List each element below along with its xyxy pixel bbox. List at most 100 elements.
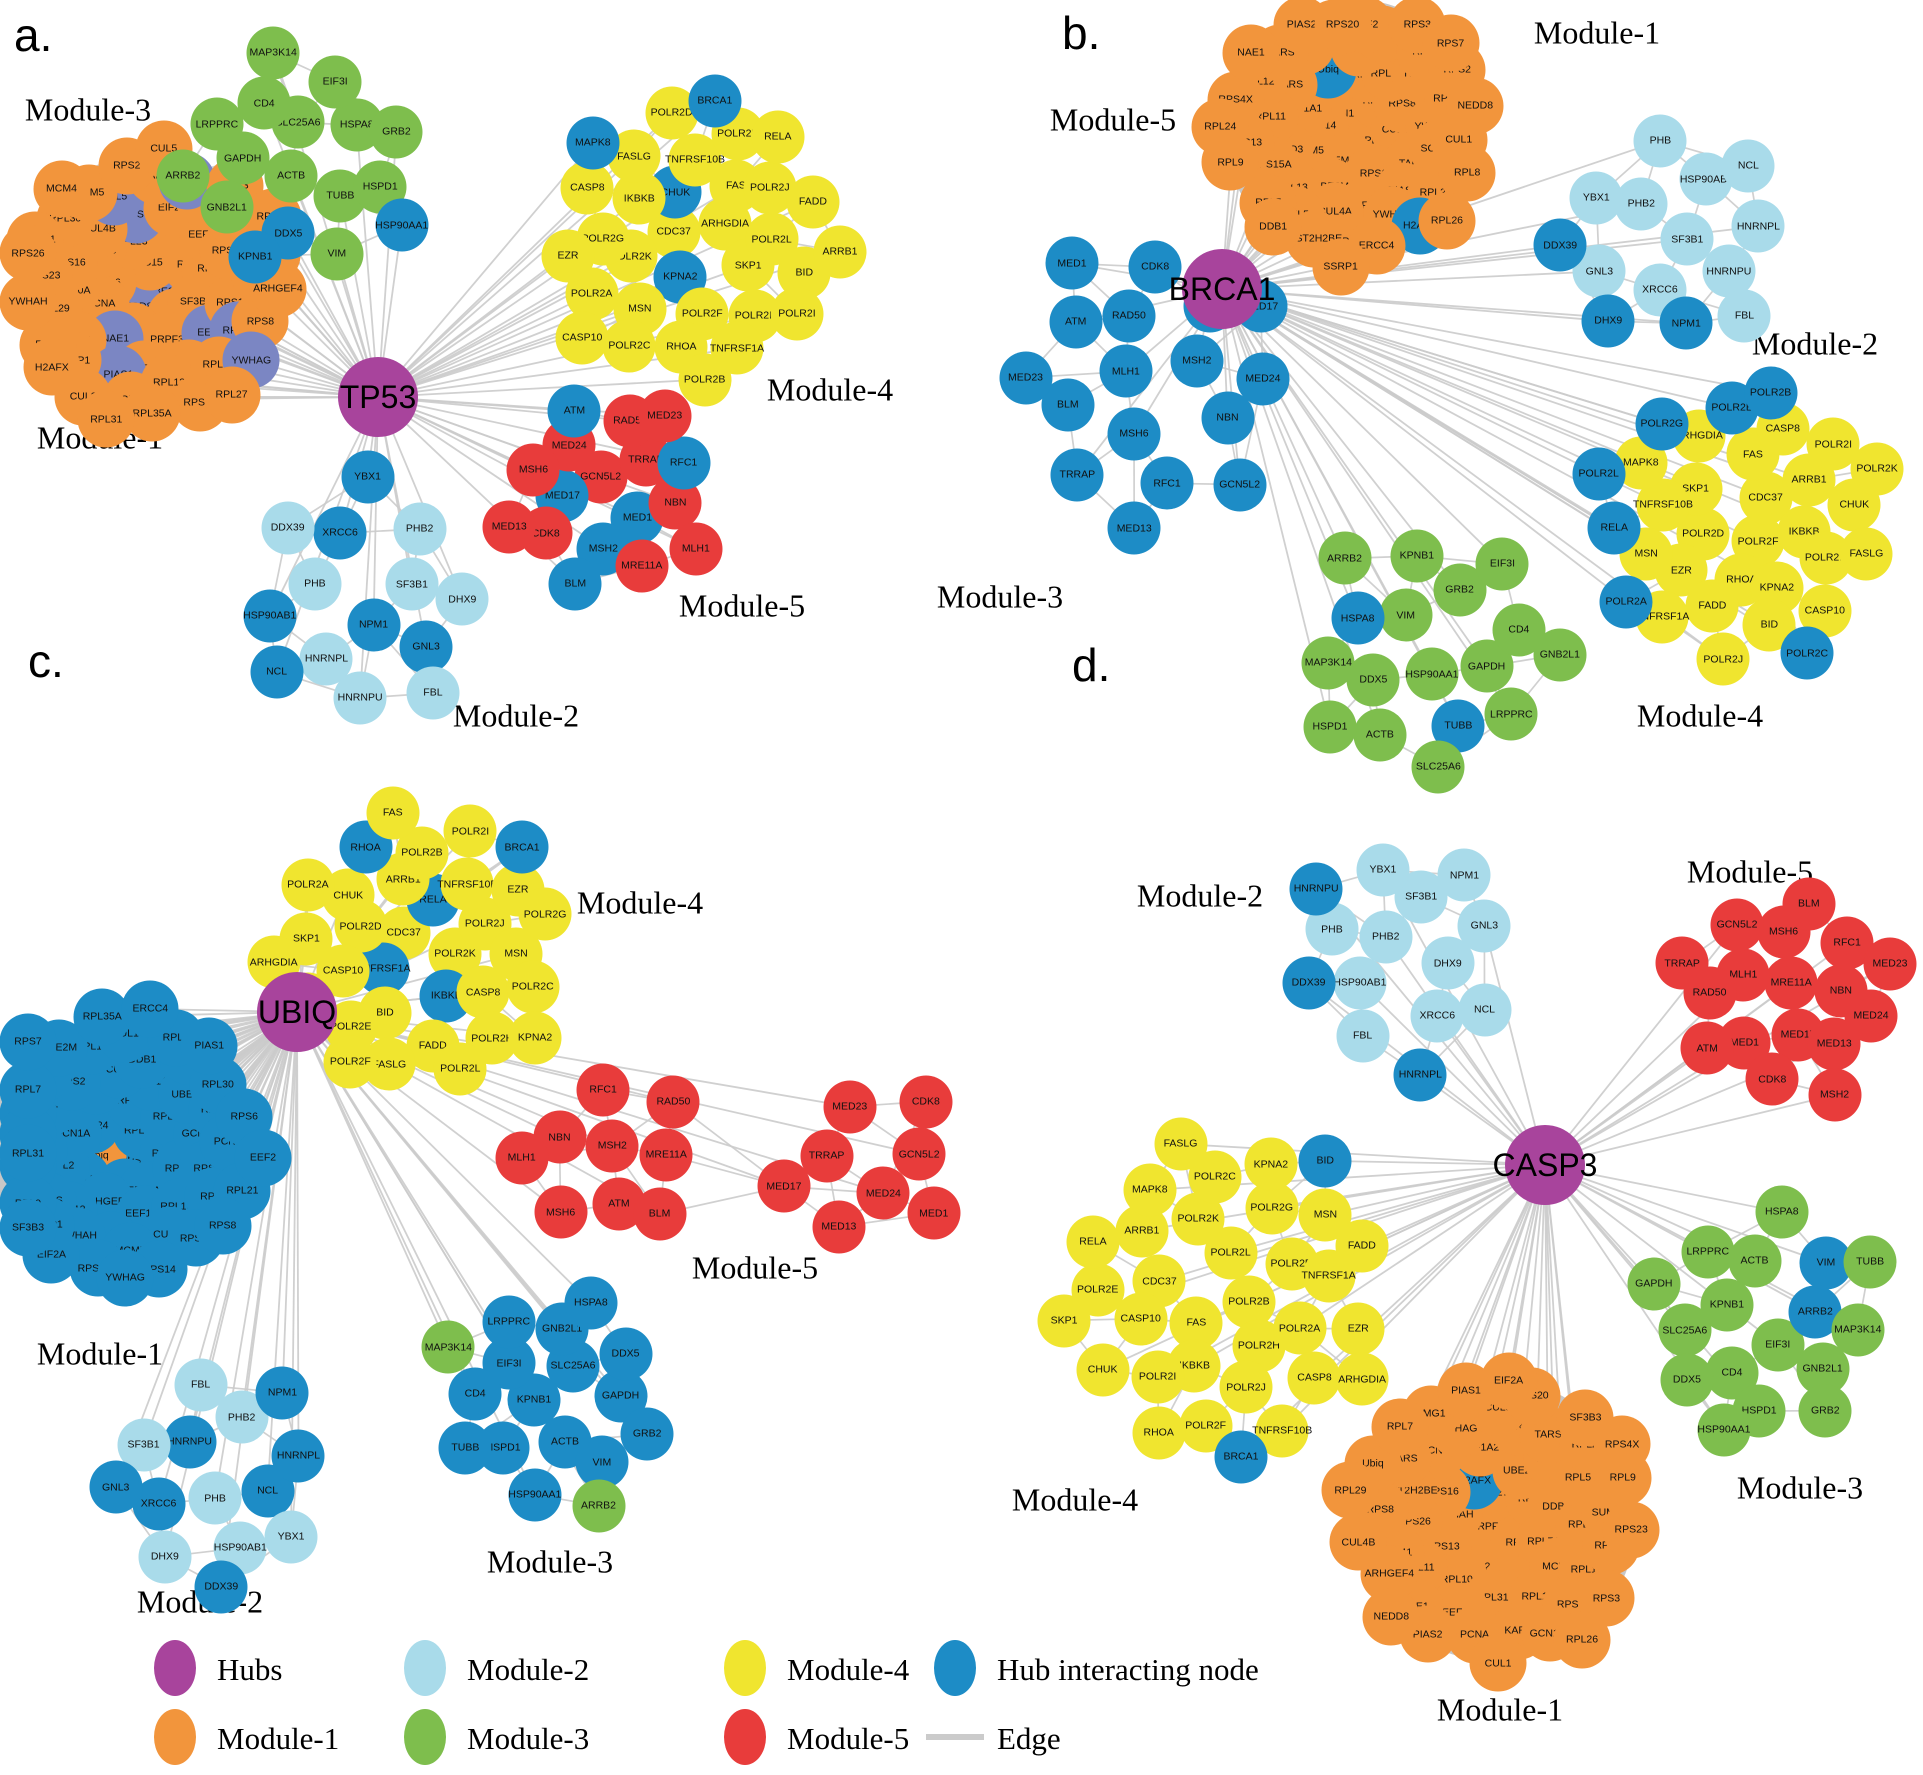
gene-node: MRE11A xyxy=(615,539,669,593)
gene-node: MED24 xyxy=(856,1166,910,1220)
gene-node: YBX1 xyxy=(1356,843,1410,897)
gene-node: MSH2 xyxy=(1808,1068,1862,1122)
gene-node: DDX5 xyxy=(599,1327,653,1381)
gene-node: MED13 xyxy=(1107,501,1161,555)
gene-node: LRPPRC xyxy=(1484,687,1538,741)
gene-node: NAE1 xyxy=(1222,24,1280,82)
module-label: Module-2 xyxy=(1136,877,1264,914)
gene-node: FADD xyxy=(786,175,840,229)
gene-node: HNRNPU xyxy=(1702,244,1756,298)
gene-node: RPS20 xyxy=(1314,0,1372,54)
gene-node: FBL xyxy=(406,666,460,720)
gene-node: CASP10 xyxy=(1114,1292,1168,1346)
gene-node: RPS23 xyxy=(1602,1501,1660,1559)
gene-node: RPL26 xyxy=(1553,1611,1611,1669)
gene-node: CDK8 xyxy=(1128,240,1182,294)
gene-node: ATM xyxy=(1049,295,1103,349)
gene-node: DDX5 xyxy=(1346,653,1400,707)
gene-node: RPS8 xyxy=(194,1197,252,1255)
gene-node: HNRNPU xyxy=(1289,862,1343,916)
gene-node: MED13 xyxy=(1807,1017,1861,1071)
gene-node: POLR2B xyxy=(678,353,732,407)
gene-node: MED23 xyxy=(823,1080,877,1134)
gene-node: PHB xyxy=(288,557,342,611)
gene-node: BRCA1 xyxy=(1214,1430,1268,1484)
gene-node: HSP90AA1 xyxy=(375,198,428,252)
gene-node: DDX39 xyxy=(261,501,315,554)
gene-node: KPNB1 xyxy=(1390,529,1444,583)
gene-node: POLR2G xyxy=(518,887,572,941)
gene-node: RAD50 xyxy=(1102,289,1156,343)
gene-node: RPS7 xyxy=(1422,14,1480,72)
gene-node: HNRNPU xyxy=(163,1415,217,1469)
gene-node: LRPPRC xyxy=(1681,1225,1735,1279)
gene-node: GNL3 xyxy=(1572,244,1626,298)
gene-node: BLM xyxy=(633,1187,687,1241)
gene-node: RELA xyxy=(1066,1215,1120,1269)
gene-node: SKP1 xyxy=(1037,1294,1091,1347)
gene-node: SLC25A6 xyxy=(1658,1303,1712,1357)
gene-node: ARRB2 xyxy=(1318,531,1372,585)
gene-node: FBL xyxy=(1336,1009,1390,1063)
legend-label: Module-4 xyxy=(787,1652,910,1687)
gene-node: LRPPRC xyxy=(482,1295,536,1349)
gene-node: HNRNPL xyxy=(1731,199,1785,253)
gene-node: BRCA1 xyxy=(495,820,549,874)
legend-swatch xyxy=(724,1640,766,1696)
gene-node: SLC25A6 xyxy=(1411,740,1465,794)
legend-swatch xyxy=(934,1640,976,1696)
gene-node: YBX1 xyxy=(1569,171,1623,225)
legend-swatch xyxy=(404,1709,446,1765)
gene-node: CD4 xyxy=(448,1367,502,1421)
gene-node: GRB2 xyxy=(620,1407,674,1461)
module-label: Module-4 xyxy=(1011,1481,1139,1518)
gene-node: FADD xyxy=(1685,579,1739,633)
gene-node: NCL xyxy=(1458,983,1512,1037)
legend-label: Module-5 xyxy=(787,1721,910,1756)
gene-node: ARRB2 xyxy=(156,149,210,203)
gene-node: KPNA2 xyxy=(1244,1137,1298,1191)
gene-node: FBL xyxy=(174,1358,228,1412)
legend-swatch xyxy=(154,1709,196,1765)
gene-node: POLR2D xyxy=(645,86,699,140)
module-label: Module-2 xyxy=(1751,325,1879,362)
gene-node: FAS xyxy=(366,786,420,840)
gene-node: GNL3 xyxy=(89,1460,143,1514)
gene-node: ATM xyxy=(1680,1021,1734,1075)
gene-node: RELA xyxy=(751,110,805,164)
gene-node: CDK8 xyxy=(1745,1052,1799,1106)
hub-node: CASP3 xyxy=(1493,1125,1597,1205)
gene-node: MED23 xyxy=(1863,937,1917,991)
gene-node: ATM xyxy=(547,384,601,438)
gene-node: MSH6 xyxy=(1107,407,1161,461)
gene-node: TRRAP xyxy=(1655,936,1709,990)
gene-node: BRCA1 xyxy=(688,74,742,128)
module-label: Module-1 xyxy=(1533,14,1661,51)
gene-node: HSPA8 xyxy=(1755,1185,1809,1239)
gene-node: POLR2L xyxy=(433,1042,487,1096)
gene-node: HSP90AA1 xyxy=(1405,647,1458,701)
gene-node: FBL xyxy=(1717,289,1771,343)
gene-node: POLR2A xyxy=(281,858,335,912)
module-label: Module-1 xyxy=(36,1335,164,1372)
gene-node: MRE11A xyxy=(1764,956,1818,1010)
gene-node: NPM1 xyxy=(347,598,401,652)
gene-node: EIF3I xyxy=(1475,537,1529,591)
gene-node: RPL7 xyxy=(1371,1398,1429,1456)
gene-node: CASP8 xyxy=(1287,1351,1341,1405)
gene-node: PHB2 xyxy=(1614,177,1668,231)
gene-node: BID xyxy=(1298,1134,1352,1188)
module-label: Module-5 xyxy=(1049,101,1177,138)
gene-node: MED23 xyxy=(999,351,1052,405)
gene-node: MAPK8 xyxy=(1123,1163,1177,1217)
gene-node: EZR xyxy=(1331,1302,1385,1356)
gene-node: MLH1 xyxy=(495,1131,549,1185)
gene-node: DDX39 xyxy=(1282,956,1335,1010)
gene-node: RELA xyxy=(1587,501,1641,555)
gene-node: FASLG xyxy=(1839,527,1893,581)
gene-node: SF3B3 xyxy=(0,1199,57,1257)
gene-node: VIM xyxy=(1379,588,1433,642)
legend-label: Edge xyxy=(997,1721,1061,1756)
legend-label: Module-2 xyxy=(467,1652,590,1687)
gene-node: POLR2I xyxy=(443,804,497,858)
